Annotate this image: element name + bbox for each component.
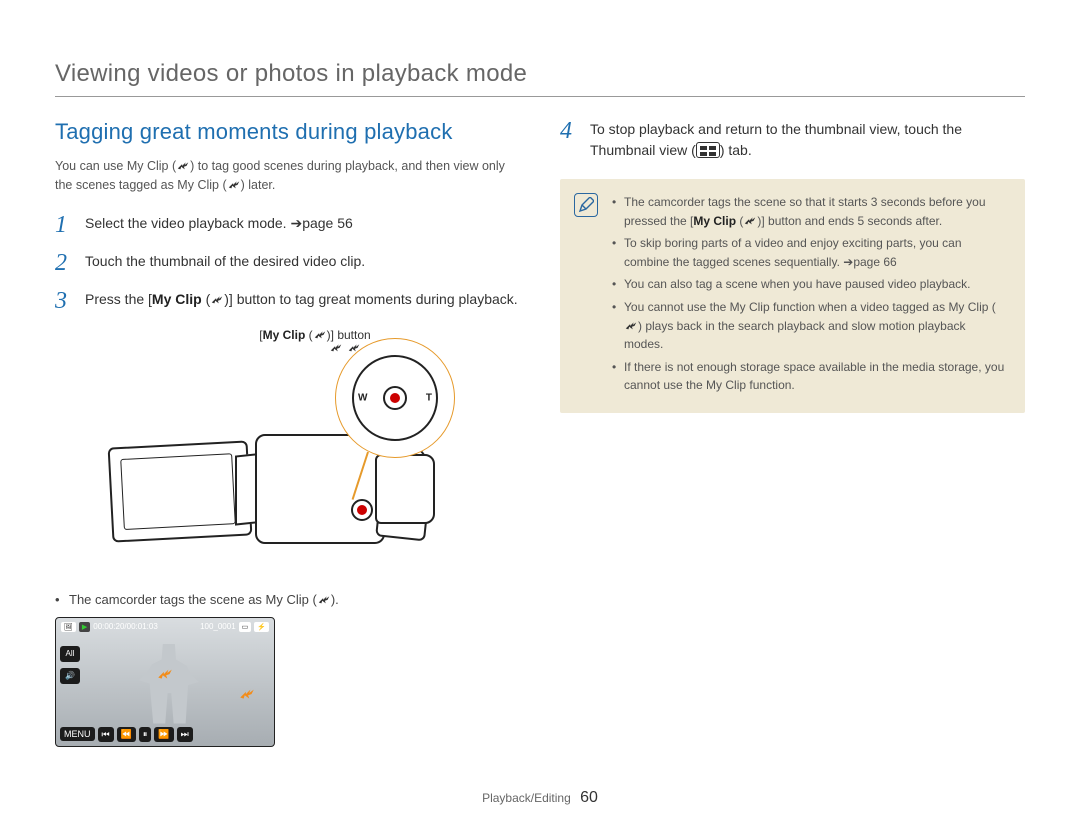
prev-button: ⏮ — [98, 727, 114, 742]
step-number: 3 — [55, 289, 73, 313]
step-3: 3 Press the [My Clip ()] button to tag g… — [55, 289, 520, 313]
left-column: Tagging great moments during playback Yo… — [55, 119, 520, 747]
step-number: 4 — [560, 119, 578, 143]
my-clip-tag-icon — [238, 684, 256, 704]
my-clip-icon — [227, 177, 241, 191]
step-2: 2 Touch the thumbnail of the desired vid… — [55, 251, 520, 275]
note-item: If there is not enough storage space ava… — [612, 358, 1007, 395]
dpad-t: T — [426, 392, 432, 403]
record-center-button — [383, 386, 407, 410]
dpad-callout: W T — [335, 338, 455, 458]
step-number: 1 — [55, 213, 73, 237]
intro-text: You can use My Clip () to tag good scene… — [55, 157, 520, 195]
page-footer: Playback/Editing 60 — [0, 789, 1080, 807]
note-item: The camcorder tags the scene so that it … — [612, 193, 1007, 230]
my-clip-icon — [347, 340, 361, 354]
camcorder-illustration: W T — [55, 344, 485, 584]
file-counter: 100_0001 — [200, 622, 236, 631]
ffwd-button: ⏩ — [154, 727, 173, 742]
step-1: 1 Select the video playback mode. ➔page … — [55, 213, 520, 237]
note-item: You cannot use the My Clip function when… — [612, 298, 1007, 354]
rewind-button: ⏪ — [117, 727, 136, 742]
playback-lcd-mock: 🖼 ▶ 00:00:20/00:01:03 100_0001 ▭ ⚡ All 🔊… — [55, 617, 275, 747]
step-number: 2 — [55, 251, 73, 275]
my-clip-icon — [313, 327, 327, 341]
footer-section: Playback/Editing — [482, 791, 571, 805]
my-clip-tag-icon — [156, 664, 174, 684]
pause-button: ⏸ — [139, 727, 152, 742]
my-clip-icon — [317, 592, 331, 606]
camcorder-lens-housing — [375, 454, 435, 524]
menu-button: MENU — [60, 727, 95, 741]
battery-icon: ⚡ — [254, 622, 269, 632]
my-clip-icon — [743, 213, 757, 227]
my-clip-icon — [176, 158, 190, 172]
next-button: ⏭ — [177, 727, 193, 742]
section-title: Tagging great moments during playback — [55, 119, 520, 145]
note-item: To skip boring parts of a video and enjo… — [612, 234, 1007, 271]
timecode: 00:00:20/00:01:03 — [93, 622, 158, 631]
right-column: 4 To stop playback and return to the thu… — [560, 119, 1025, 747]
sub-bullet: The camcorder tags the scene as My Clip … — [55, 592, 520, 607]
dpad-w: W — [358, 392, 367, 403]
sd-icon: ▭ — [239, 622, 252, 632]
note-item: You can also tag a scene when you have p… — [612, 275, 1007, 294]
note-icon — [574, 193, 598, 217]
play-indicator: ▶ — [79, 622, 90, 632]
thumbnail-chip: 🖼 — [61, 622, 76, 632]
page-title: Viewing videos or photos in playback mod… — [55, 60, 1025, 97]
my-clip-icon — [210, 291, 224, 305]
thumbnail-view-icon — [696, 142, 720, 158]
steps-list: 1 Select the video playback mode. ➔page … — [55, 213, 520, 313]
step-4: 4 To stop playback and return to the thu… — [560, 119, 1025, 161]
my-clip-icon — [624, 318, 638, 332]
page-number: 60 — [580, 789, 598, 806]
record-button — [357, 505, 367, 515]
callout-label: [My Clip ()] button — [235, 327, 395, 342]
all-tab: All — [60, 646, 80, 662]
camcorder-lcd-flip — [108, 440, 253, 542]
steps-list-right: 4 To stop playback and return to the thu… — [560, 119, 1025, 161]
my-clip-icon — [329, 340, 343, 354]
speaker-icon: 🔊 — [60, 668, 80, 684]
info-note: The camcorder tags the scene so that it … — [560, 179, 1025, 413]
